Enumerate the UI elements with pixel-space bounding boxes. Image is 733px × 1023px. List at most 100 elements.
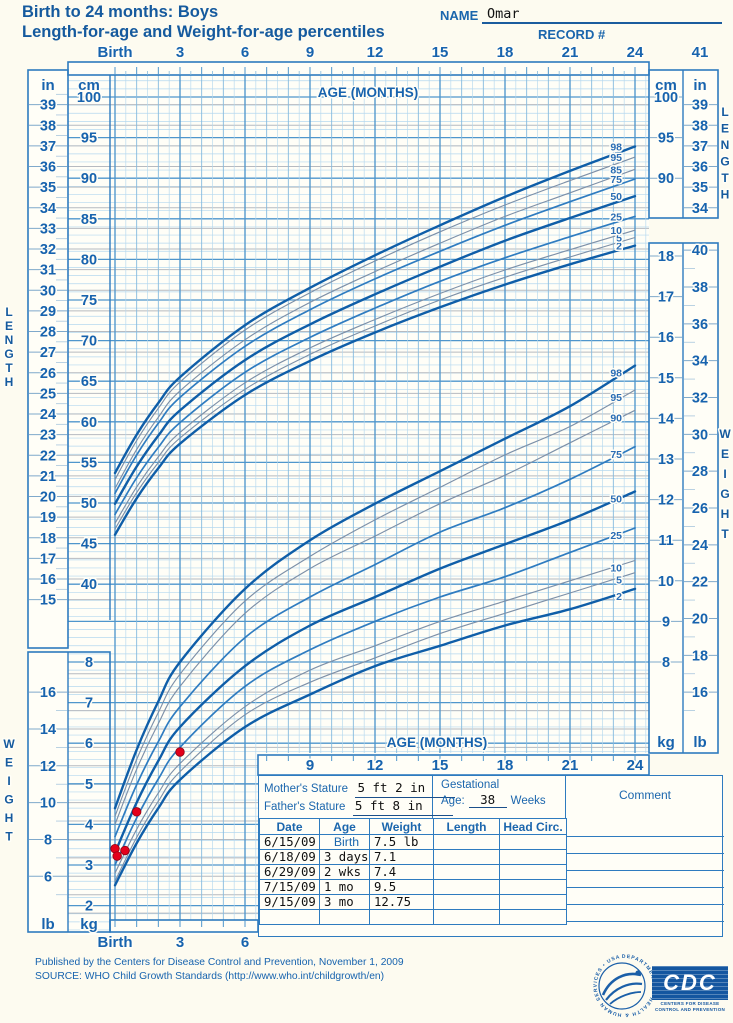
gestational-cell: Gestational Age: 38 Weeks xyxy=(433,776,566,818)
svg-text:6: 6 xyxy=(44,869,52,885)
svg-text:90: 90 xyxy=(658,171,674,187)
svg-text:18: 18 xyxy=(658,249,674,265)
svg-text:5: 5 xyxy=(85,777,93,793)
footer: Published by the Centers for Disease Con… xyxy=(35,956,404,983)
svg-text:34: 34 xyxy=(692,354,708,370)
svg-text:60: 60 xyxy=(81,415,97,431)
svg-text:36: 36 xyxy=(40,160,56,176)
svg-text:24: 24 xyxy=(627,44,644,61)
svg-text:kg: kg xyxy=(80,916,98,933)
svg-text:40: 40 xyxy=(81,577,97,593)
svg-text:100: 100 xyxy=(77,90,101,106)
svg-text:12: 12 xyxy=(367,44,384,61)
cell-head-circ xyxy=(499,849,567,865)
cell-weight: 7.5 lb xyxy=(369,834,434,850)
fathers-stature-label: Father's Stature xyxy=(264,801,346,813)
svg-text:12: 12 xyxy=(40,759,56,775)
svg-text:21: 21 xyxy=(40,469,56,485)
svg-text:29: 29 xyxy=(40,304,56,320)
svg-text:8: 8 xyxy=(44,832,52,848)
measurement-table: Mother's Stature 5 ft 2 in Father's Stat… xyxy=(258,775,724,937)
svg-text:8: 8 xyxy=(85,655,93,671)
svg-text:26: 26 xyxy=(40,366,56,382)
cdc-logo: CDC CENTERS FOR DISEASE CONTROL AND PREV… xyxy=(652,966,728,1012)
grid xyxy=(68,75,649,932)
gestational-age-label: Age: xyxy=(441,795,465,807)
svg-text:in: in xyxy=(41,77,54,94)
svg-text:3: 3 xyxy=(176,44,184,61)
svg-text:15: 15 xyxy=(658,371,674,387)
svg-text:19: 19 xyxy=(40,510,56,526)
svg-text:20: 20 xyxy=(692,611,708,627)
svg-text:16: 16 xyxy=(40,572,56,588)
svg-text:24: 24 xyxy=(627,757,644,774)
gestational-label: Gestational xyxy=(441,779,500,791)
svg-text:18: 18 xyxy=(40,531,56,547)
svg-text:AGE (MONTHS): AGE (MONTHS) xyxy=(318,85,419,100)
length-percentile-curves xyxy=(113,145,637,536)
table-row: 9/15/09 3 mo 12.75 xyxy=(259,894,567,910)
cell-head-circ xyxy=(499,879,567,895)
cell-age xyxy=(319,909,370,925)
cell-weight xyxy=(369,909,434,925)
cell-length xyxy=(433,894,500,910)
svg-text:90: 90 xyxy=(81,171,97,187)
svg-text:I: I xyxy=(7,774,10,788)
svg-text:10: 10 xyxy=(610,563,622,575)
svg-text:6: 6 xyxy=(241,934,249,951)
svg-text:6: 6 xyxy=(85,736,93,752)
table-row xyxy=(259,909,567,925)
svg-text:22: 22 xyxy=(692,575,708,591)
svg-text:16: 16 xyxy=(40,685,56,701)
svg-text:41: 41 xyxy=(692,44,709,61)
svg-text:100: 100 xyxy=(654,90,678,106)
patient-data-points xyxy=(110,747,185,861)
svg-text:3: 3 xyxy=(176,934,184,951)
cell-date: 7/15/09 xyxy=(259,879,320,895)
svg-text:28: 28 xyxy=(692,464,708,480)
cell-head-circ xyxy=(499,864,567,880)
svg-text:T: T xyxy=(721,171,729,185)
svg-text:H: H xyxy=(5,375,14,389)
svg-text:33: 33 xyxy=(40,221,56,237)
cell-length xyxy=(433,864,500,880)
svg-text:H: H xyxy=(721,507,730,521)
svg-text:30: 30 xyxy=(692,427,708,443)
cell-age: 2 wks xyxy=(319,864,370,880)
svg-text:25: 25 xyxy=(40,386,56,402)
cdc-caption-line1: CENTERS FOR DISEASE xyxy=(660,1001,720,1006)
svg-text:I: I xyxy=(723,467,726,481)
footer-published-line: Published by the Centers for Disease Con… xyxy=(35,957,404,968)
svg-text:10: 10 xyxy=(610,225,622,237)
svg-text:Birth: Birth xyxy=(98,44,133,61)
fathers-stature-value: 5 ft 8 in xyxy=(352,797,453,816)
cell-age: 1 mo xyxy=(319,879,370,895)
cell-age: Birth xyxy=(319,834,370,850)
svg-text:25: 25 xyxy=(610,211,622,223)
svg-text:38: 38 xyxy=(40,118,56,134)
svg-text:95: 95 xyxy=(610,152,622,164)
col-age: Age xyxy=(319,818,370,835)
svg-text:T: T xyxy=(5,830,13,844)
svg-text:98: 98 xyxy=(610,368,622,380)
svg-text:39: 39 xyxy=(40,98,56,114)
col-date: Date xyxy=(259,818,320,835)
svg-text:28: 28 xyxy=(40,325,56,341)
table-row: 6/15/09 Birth 7.5 lb xyxy=(259,834,567,850)
svg-text:N: N xyxy=(5,333,14,347)
cdc-caption-line2: CONTROL AND PREVENTION xyxy=(654,1006,726,1012)
svg-text:10: 10 xyxy=(658,574,674,590)
svg-text:9: 9 xyxy=(662,614,670,630)
svg-text:21: 21 xyxy=(562,757,579,774)
svg-text:lb: lb xyxy=(41,916,54,933)
svg-text:75: 75 xyxy=(610,449,622,461)
svg-text:15: 15 xyxy=(40,593,56,609)
svg-text:T: T xyxy=(5,361,13,375)
cell-date: 6/18/09 xyxy=(259,849,320,865)
svg-text:35: 35 xyxy=(692,180,708,196)
svg-text:90: 90 xyxy=(610,412,622,424)
svg-text:L: L xyxy=(721,105,728,119)
svg-text:17: 17 xyxy=(40,551,56,567)
